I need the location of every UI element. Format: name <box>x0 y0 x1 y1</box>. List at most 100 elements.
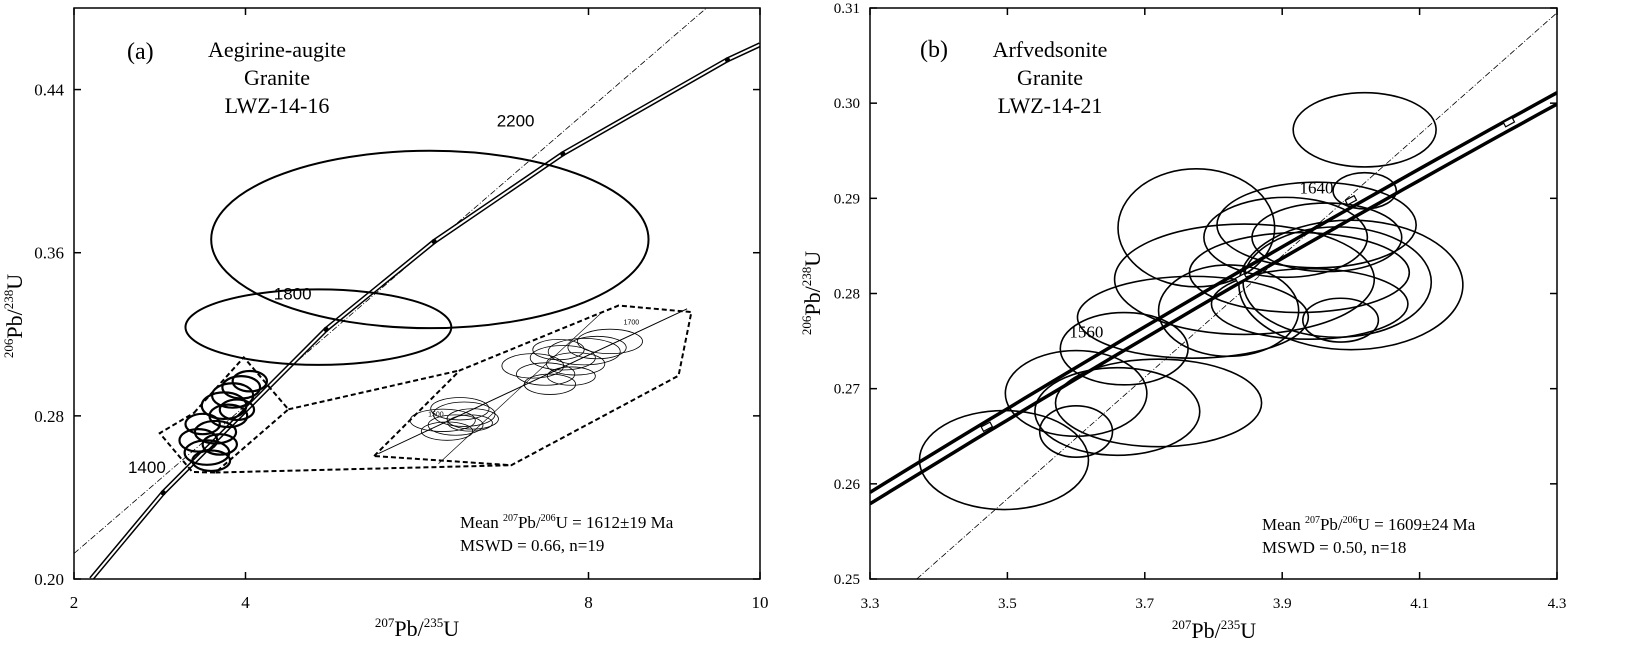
panel-b-reference-line <box>916 12 1557 579</box>
panel-a-ticks: 2 4 8 10 0.20 0.28 0.36 0.44 <box>34 8 769 612</box>
panel-a-inset-ellipse-7 <box>447 414 493 432</box>
panel-b-concordia-marker-1 <box>980 421 994 433</box>
panel-a-inset-ellipse-16 <box>567 335 627 360</box>
panel-a-inset-age-label-2: 1700 <box>624 320 640 327</box>
panel-b-frame <box>869 7 1558 580</box>
panel-a-age-label-1: 1400 <box>128 458 166 477</box>
panel-b-y-tick-label-3: 0.27 <box>834 382 861 398</box>
panel-a-x-tick-label-4: 10 <box>752 593 769 612</box>
panel-b-plot-area: 1560 1640 <box>870 12 1557 579</box>
panel-a-age-label-3: 2200 <box>497 111 535 130</box>
panel-b-error-ellipse-2 <box>1004 349 1148 438</box>
panel-b-error-ellipse-4 <box>1054 358 1263 448</box>
panel-a-error-ellipse-10 <box>218 398 256 422</box>
panel-b-error-ellipse-18 <box>1292 91 1437 168</box>
panel-a-concordia-curve-inner <box>90 43 760 579</box>
panel-b-error-ellipse-8 <box>1113 223 1376 336</box>
panel-a-error-ellipse-large-1 <box>210 149 650 330</box>
panel-b-concordia-marker-3 <box>1344 194 1358 206</box>
panel-b-error-ellipse-15 <box>1203 196 1369 279</box>
panel-a-title-line-1: Aegirine-augite <box>208 37 346 62</box>
panel-a-concordia-marker-2 <box>323 326 329 332</box>
panel-b-error-ellipse-5 <box>1038 404 1114 458</box>
panel-a-error-ellipse-1 <box>178 428 219 453</box>
panel-b-y-tick-label-7: 0.31 <box>834 1 860 17</box>
panel-a-inset-ellipse-15 <box>546 366 596 386</box>
panel-b-x-tick-label-6: 4.3 <box>1548 596 1567 612</box>
panel-a-reference-line <box>74 8 708 554</box>
panel-a-frame <box>73 7 761 580</box>
panel-b-error-ellipse-3 <box>1034 366 1201 457</box>
panel-a-error-ellipse-9 <box>221 374 262 400</box>
panel-b-title-line-3: LWZ-14-21 <box>998 93 1103 118</box>
panel-b-age-label-1: 1560 <box>1069 322 1103 341</box>
panel-b-ticks: 3.3 3.5 3.7 3.9 4.1 4.3 0.25 0.26 0.27 0.28 0.29 0.… <box>834 1 1567 612</box>
panel-a-x-tick-label-1: 2 <box>70 593 79 612</box>
panel-a-y-tick-label-4: 0.44 <box>34 81 64 100</box>
panel-a-inset-ellipse-6 <box>430 397 490 421</box>
panel-a-inset-ellipse-14 <box>532 338 585 361</box>
panel-b-y-tick-label-6: 0.30 <box>834 96 860 112</box>
panel-a-error-ellipse-large-2 <box>184 288 453 366</box>
panel-b-mswd-annotation: MSWD = 0.50, n=18 <box>1262 538 1406 557</box>
panel-a-inset-ellipse-9 <box>516 362 576 386</box>
panel-b-age-label-2: 1640 <box>1300 179 1334 198</box>
panel-a-concordia-marker-4 <box>560 151 566 157</box>
panel-b-y-axis-label: 206Pb/238U <box>799 251 825 335</box>
panel-a-error-ellipse-5 <box>201 433 239 456</box>
panel-b-error-ellipse-20 <box>1216 181 1417 269</box>
panel-a-inset-reference-line <box>438 312 602 465</box>
panel-b-title-line-1: Arfvedsonite <box>993 37 1108 62</box>
panel-b-x-tick-label-1: 3.3 <box>861 596 880 612</box>
panel-b-error-ellipse-1 <box>918 409 1090 511</box>
panel-b-concordia-marker-2 <box>1234 272 1248 284</box>
panel-a-zoom-inset-region <box>371 304 693 467</box>
panel-a-label: (a) <box>127 39 154 65</box>
panel-b-error-ellipse-11 <box>1238 219 1464 351</box>
panel-a-error-ellipse-12 <box>184 412 221 436</box>
panel-b-y-tick-label-2: 0.26 <box>834 477 861 493</box>
panel-a-y-tick-label-1: 0.20 <box>34 570 64 589</box>
panel-a-inset-age-label-1: 1500 <box>428 411 444 418</box>
panel-b-error-ellipse-12 <box>1302 297 1380 343</box>
panel-a-zoom-connector-top <box>288 369 461 411</box>
panel-b-marks: 1560 1640 <box>870 12 1557 579</box>
panel-a-inset-ellipse-8 <box>501 353 565 379</box>
panel-a-age-label-2: 1800 <box>274 285 312 304</box>
panel-b-error-ellipse-16 <box>1251 202 1403 273</box>
panel-a-concordia-marker-3 <box>431 238 437 245</box>
panel-a-inset-ellipse-11 <box>523 373 577 395</box>
panel-a-y-tick-label-2: 0.28 <box>34 407 64 426</box>
panel-b-error-ellipse-7 <box>1076 275 1310 360</box>
panel-b-label: (b) <box>920 37 948 63</box>
panel-a-zoom-connector-bottom <box>215 464 512 474</box>
panel-b-error-ellipse-19 <box>1117 168 1276 288</box>
panel-a-inset-ellipse-12 <box>546 352 606 376</box>
panel-b-mean-age-annotation: Mean 207Pb/206U = 1609±24 Ma <box>1262 515 1476 534</box>
panel-b-error-ellipse-14 <box>1157 264 1300 358</box>
panel-a-title-line-2: Granite <box>244 65 310 90</box>
panel-a-title-line-3: LWZ-14-16 <box>225 93 330 118</box>
panel-a-concordia-marker-5 <box>724 57 731 63</box>
panel-a-inset-ellipse-1 <box>409 408 476 432</box>
panel-b-y-tick-label-1: 0.25 <box>834 572 860 588</box>
panel-a-zoom-source-region <box>158 355 290 474</box>
panel-a-x-tick-label-2: 4 <box>241 593 250 612</box>
panel-a-inset-ellipse-13 <box>547 337 621 366</box>
panel-a-mean-age-annotation: Mean 207Pb/206U = 1612±19 Ma <box>460 513 674 532</box>
panel-a-y-tick-label-3: 0.36 <box>34 244 64 263</box>
panel-b-x-axis-label: 207Pb/235U <box>1172 617 1256 643</box>
panel-a-concordia-curve-outer <box>89 42 760 579</box>
panel-b-title-line-2: Granite <box>1017 65 1083 90</box>
panel-b-x-tick-label-3: 3.7 <box>1135 596 1154 612</box>
panel-b-x-tick-label-4: 3.9 <box>1273 596 1292 612</box>
panel-a-mswd-annotation: MSWD = 0.66, n=19 <box>460 536 604 555</box>
panel-a-marks: 1400 1800 2200 1500 1700 <box>74 8 760 579</box>
panel-a-plot-area: 1400 1800 2200 1500 1700 <box>74 8 760 579</box>
panel-a-x-tick-label-3: 8 <box>584 593 593 612</box>
panel-a: 1400 1800 2200 1500 1700 2 4 8 10 0.20 0.28 0.36 0.… <box>1 7 769 641</box>
panel-a-inset-ellipse-17 <box>576 328 643 355</box>
panel-a-inset-ellipse-10 <box>529 345 596 371</box>
panel-a-error-ellipse-8 <box>208 403 249 429</box>
